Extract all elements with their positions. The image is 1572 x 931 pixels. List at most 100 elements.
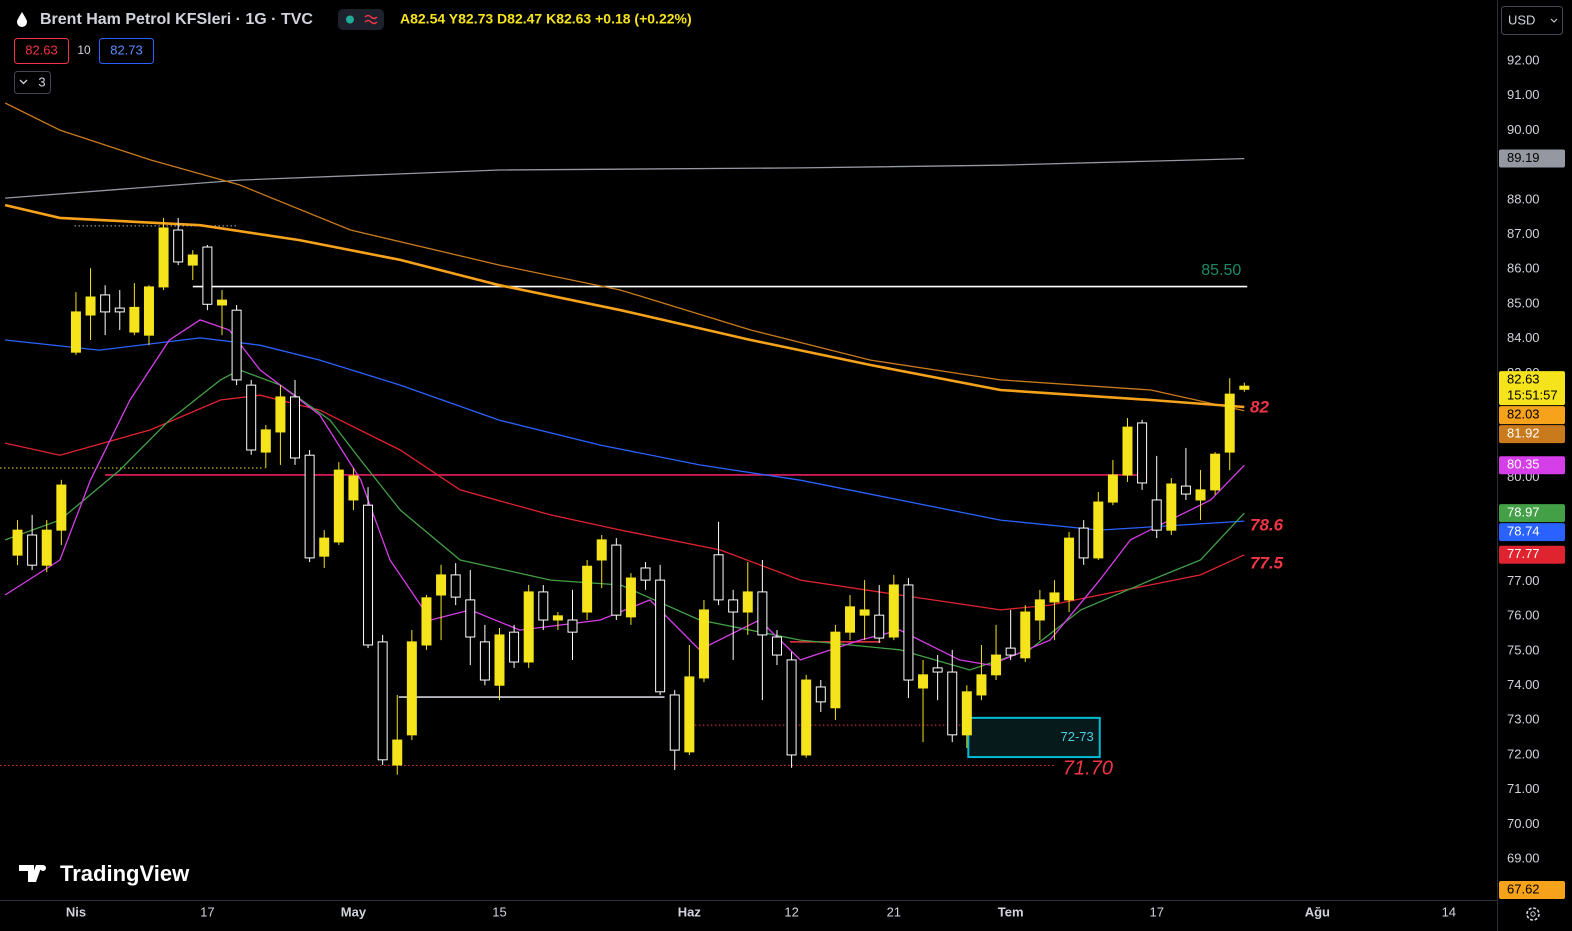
symbol-title[interactable]: Brent Ham Petrol KFSleri · 1G · TVC <box>40 11 313 28</box>
currency-button[interactable] <box>1501 6 1563 35</box>
moving-average-line <box>4 394 1245 611</box>
indicator-toggle[interactable] <box>14 71 51 94</box>
candle-body <box>392 739 403 766</box>
y-tick-label: 88.00 <box>1507 191 1540 206</box>
y-tick-label: 87.00 <box>1507 226 1540 241</box>
candle-body <box>582 565 593 613</box>
candle-body <box>363 504 374 646</box>
candle-body <box>436 574 447 596</box>
price-tag <box>1499 406 1565 425</box>
plot-area: 85.50 71.70 72-73 <box>0 102 1250 780</box>
candle-body <box>728 599 739 613</box>
candle-body <box>625 577 636 618</box>
indicator-count[interactable]: 3 <box>38 74 45 89</box>
candle-body <box>1151 499 1162 531</box>
level-label: 85.50 <box>1201 262 1241 279</box>
candle-body <box>538 591 549 621</box>
candle-body <box>640 567 651 581</box>
x-tick-label: Tem <box>998 904 1024 919</box>
candle-body <box>348 475 359 501</box>
buy-price[interactable]: 82.73 <box>110 42 143 57</box>
candle-body <box>465 599 476 638</box>
candle-body <box>1137 422 1148 484</box>
candle-body <box>757 591 768 636</box>
price-tag-label: 82.63 <box>1507 372 1540 387</box>
settings-icon[interactable] <box>1526 907 1540 921</box>
annotation: 78.6 <box>1250 515 1284 534</box>
candle-body <box>319 537 330 557</box>
x-tick-label: Ağu <box>1305 904 1330 919</box>
candle-body <box>143 286 154 336</box>
x-tick-label: Nis <box>66 904 86 919</box>
candle-body <box>611 544 622 616</box>
candle-body <box>1239 385 1250 390</box>
candle-body <box>290 396 301 459</box>
price-tag <box>1499 425 1565 444</box>
candle-body <box>70 311 81 353</box>
candle-body <box>976 674 987 696</box>
candle-body <box>903 584 914 681</box>
y-tick-label: 73.00 <box>1507 712 1540 727</box>
status-badge[interactable] <box>338 9 384 30</box>
y-tick-label: 71.00 <box>1507 781 1540 796</box>
candle-body <box>859 609 870 616</box>
price-tag <box>1499 456 1565 475</box>
y-tick-label: 74.00 <box>1507 677 1540 692</box>
price-tag-label: 78.74 <box>1507 524 1540 539</box>
price-tag <box>1499 881 1565 899</box>
brand-name: TradingView <box>60 861 190 886</box>
candle-body <box>333 469 344 543</box>
candle-body <box>27 534 38 566</box>
candle-body <box>1049 592 1060 603</box>
candle-body <box>771 636 782 656</box>
candle-body <box>596 539 607 561</box>
x-tick-label: May <box>341 904 367 919</box>
candle-body <box>669 694 680 751</box>
price-tag <box>1499 371 1565 406</box>
candle-body <box>713 554 724 601</box>
candle-body <box>786 659 797 756</box>
candle-body <box>567 619 578 633</box>
x-tick-label: 21 <box>887 904 901 919</box>
candle-body <box>1093 501 1104 559</box>
price-tag-label: 80.35 <box>1507 457 1540 472</box>
candle-body <box>114 307 125 313</box>
price-tag-label: 78.97 <box>1507 505 1540 520</box>
candle-body <box>698 609 709 679</box>
candle-body <box>815 686 826 703</box>
candle-body <box>231 309 242 381</box>
price-tag-label: 82.03 <box>1507 407 1540 422</box>
market-open-dot <box>346 15 354 24</box>
sell-price[interactable]: 82.63 <box>25 42 58 57</box>
x-tick-label: 12 <box>784 904 798 919</box>
candle-body <box>684 676 695 753</box>
y-tick-label: 92.00 <box>1507 53 1540 68</box>
candle-body <box>523 591 534 663</box>
y-tick-label: 72.00 <box>1507 746 1540 761</box>
candle-body <box>1078 527 1089 559</box>
brand-logo <box>19 865 46 882</box>
candle-body <box>85 296 96 316</box>
candle-body <box>742 591 753 613</box>
x-tick-label: Haz <box>678 904 702 919</box>
candle-body <box>187 254 198 266</box>
y-tick-label: 76.00 <box>1507 608 1540 623</box>
sell-button[interactable] <box>14 38 69 64</box>
candle-body <box>173 229 184 263</box>
candle-body <box>450 574 461 598</box>
level-label: 71.70 <box>1063 758 1113 780</box>
candle-body <box>830 631 841 709</box>
candle-body <box>509 631 520 663</box>
candle-body <box>947 671 958 736</box>
moving-average-line <box>5 157 1245 199</box>
candle-body <box>12 529 23 556</box>
currency[interactable]: USD <box>1508 12 1535 27</box>
candle-body <box>406 641 417 736</box>
candle-body <box>1122 426 1133 476</box>
candle-body <box>41 529 52 566</box>
y-tick-label: 86.00 <box>1507 261 1540 276</box>
candle-body <box>1005 647 1016 656</box>
currency-chevron <box>1550 18 1558 23</box>
buy-button[interactable] <box>99 38 154 64</box>
candle-body <box>874 614 885 639</box>
